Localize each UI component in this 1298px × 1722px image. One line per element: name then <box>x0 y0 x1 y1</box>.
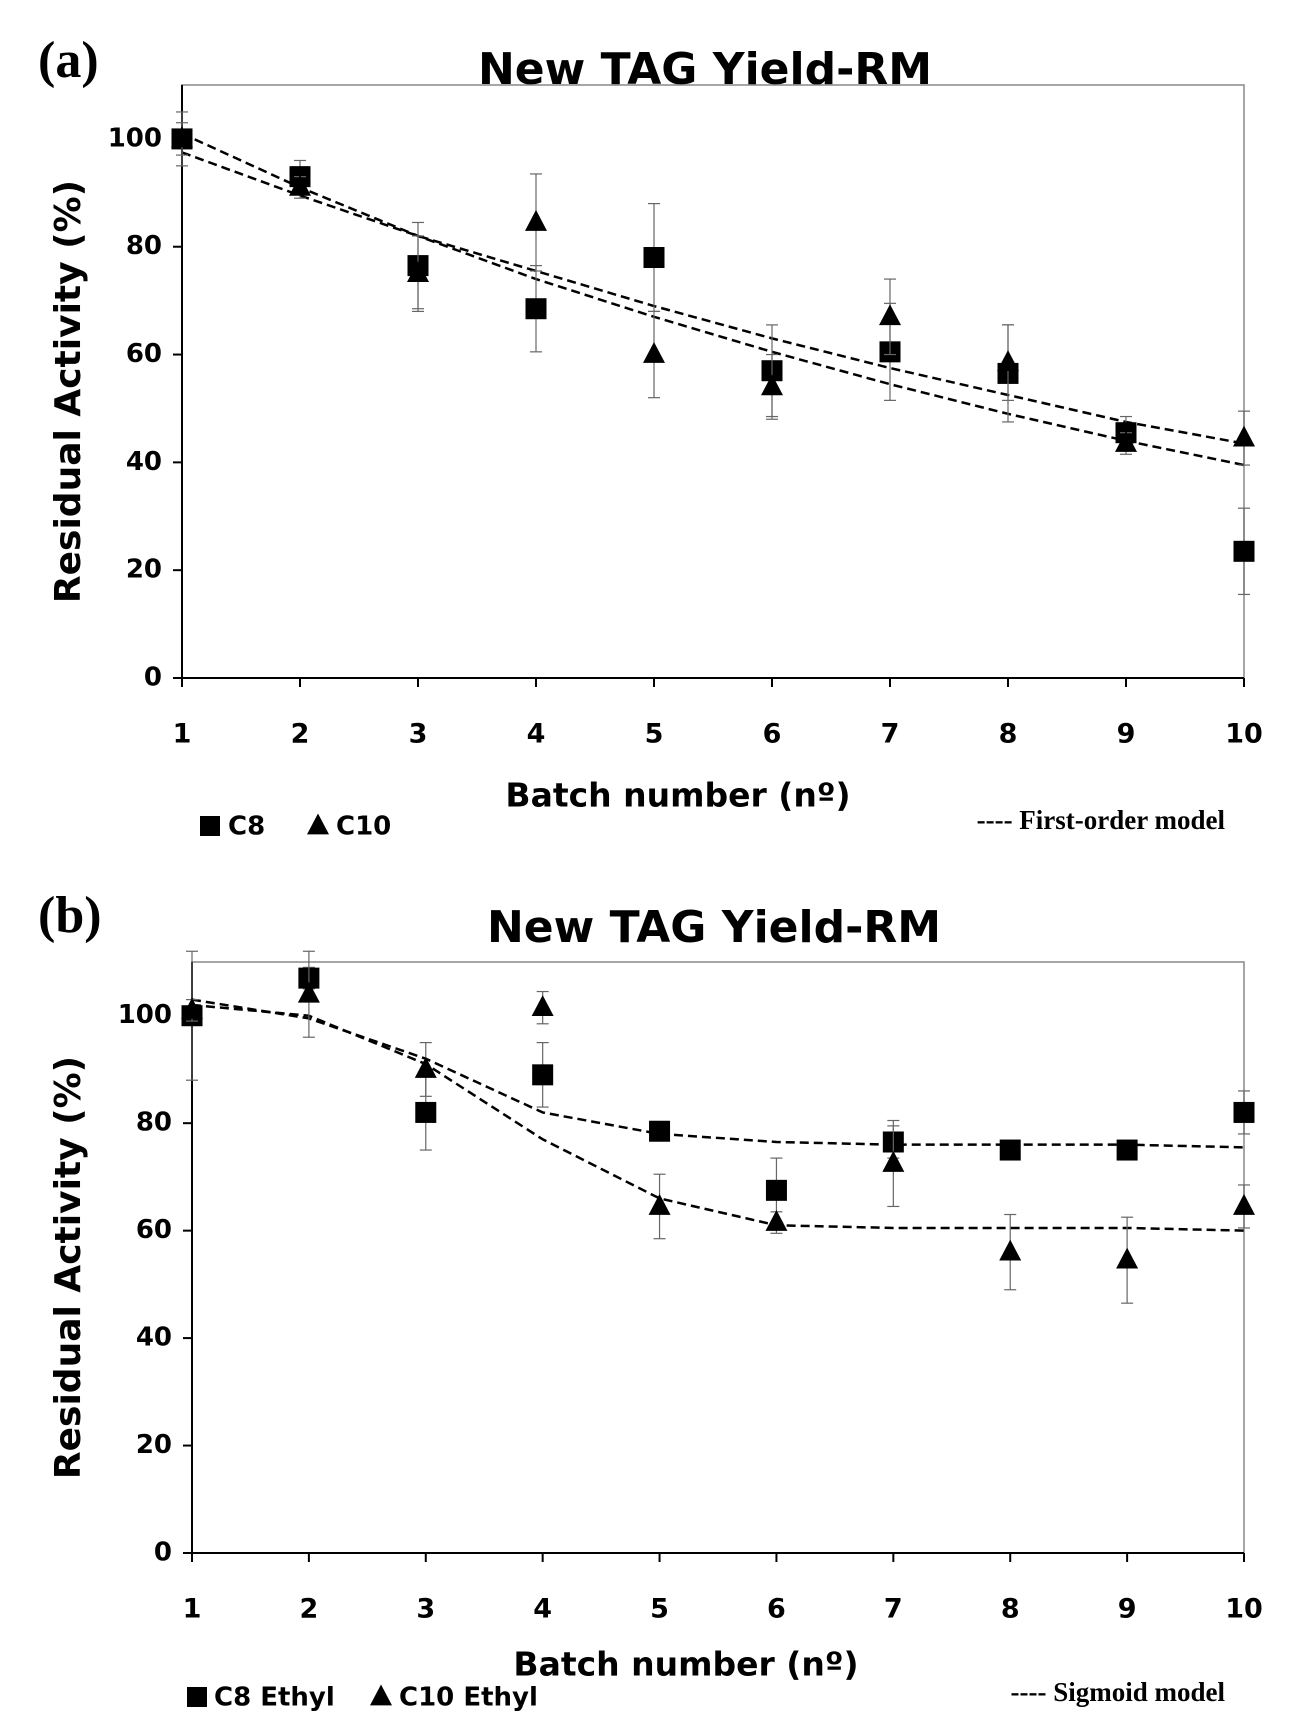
x-tick-label: 2 <box>299 1594 318 1625</box>
legend-square-marker <box>200 816 220 836</box>
y-tick-label: 0 <box>144 663 162 693</box>
legend-triangle-marker <box>307 813 329 835</box>
data-point-square <box>765 1179 787 1201</box>
model-fit-line-2 <box>191 1003 1245 1232</box>
data-point-triangle <box>414 1056 437 1078</box>
data-point-triangle <box>407 261 429 283</box>
data-point-triangle <box>648 1193 671 1215</box>
data-point-triangle <box>643 342 665 363</box>
plot-frame <box>181 84 1245 679</box>
x-tick-label: 6 <box>767 1594 786 1625</box>
data-point-triangle <box>181 997 203 1019</box>
x-tick-label: 1 <box>183 1594 202 1625</box>
x-tick-label: 3 <box>409 719 428 750</box>
data-point-triangle <box>1115 430 1137 452</box>
legend-square-marker <box>187 1687 207 1707</box>
y-tick-label: 60 <box>136 1215 172 1245</box>
data-point-triangle <box>1233 1193 1255 1215</box>
model-fit-line-1 <box>181 132 1245 467</box>
series-c10-ethyl <box>181 950 1255 1304</box>
y-tick-label: 100 <box>108 123 162 153</box>
x-tick-label: 9 <box>1118 1594 1137 1625</box>
series-c8-ethyl <box>181 950 1255 1224</box>
model-fit-line-2 <box>181 151 1245 445</box>
y-tick-label: 40 <box>136 1323 172 1353</box>
legend-label: C10 Ethyl <box>399 1683 538 1713</box>
y-tick-label: 80 <box>136 1108 172 1138</box>
x-tick-label: 4 <box>527 719 546 750</box>
data-point-triangle <box>525 209 547 231</box>
x-axis-label: Batch number (nº) <box>513 1645 858 1684</box>
y-tick-label: 60 <box>126 339 162 369</box>
data-point-triangle <box>1116 1247 1139 1269</box>
x-tick-label: 8 <box>999 719 1018 750</box>
legend-label: C8 Ethyl <box>214 1683 335 1713</box>
data-point-triangle <box>765 1210 788 1231</box>
data-point-triangle <box>289 174 311 196</box>
chart-panel-b: (b) New TAG Yield-RM 0 20 40 60 80 100 1 2 3 4 5 6 7 8 9… <box>38 887 1263 1713</box>
model-note: ---- First-order model <box>977 805 1226 835</box>
x-tick-label: 10 <box>1225 719 1263 750</box>
chart-title: New TAG Yield-RM <box>487 902 941 953</box>
data-point-triangle <box>297 981 320 1003</box>
data-point-square <box>415 1101 437 1123</box>
series-c10 <box>171 122 1255 466</box>
plot-frame <box>191 961 1245 1554</box>
model-note: ---- Sigmoid model <box>1011 1677 1226 1707</box>
data-point-triangle <box>171 126 193 148</box>
x-tick-label: 5 <box>645 719 664 750</box>
panel-label: (b) <box>38 887 102 944</box>
x-tick-label: 8 <box>1001 1594 1020 1625</box>
y-tick-label: 20 <box>126 555 162 585</box>
data-point-square <box>643 247 665 269</box>
x-tick-label: 1 <box>173 719 192 750</box>
data-point-triangle <box>879 304 901 326</box>
y-tick-label: 80 <box>126 231 162 261</box>
y-tick-label: 40 <box>126 447 162 477</box>
y-axis-label: Residual Activity (%) <box>48 180 89 603</box>
x-tick-label: 6 <box>763 719 782 750</box>
legend-label: C8 <box>228 812 265 842</box>
x-axis-label: Batch number (nº) <box>505 776 850 815</box>
data-point-square <box>525 298 547 320</box>
y-tick-label: 20 <box>136 1430 172 1460</box>
data-point-triangle <box>997 350 1019 371</box>
x-tick-label: 9 <box>1117 719 1136 750</box>
x-tick-label: 2 <box>291 719 310 750</box>
x-tick-label: 3 <box>416 1594 435 1625</box>
y-axis-label: Residual Activity (%) <box>48 1056 89 1479</box>
data-point-square <box>1233 540 1255 562</box>
data-point-square <box>649 1120 671 1142</box>
data-point-square <box>999 1139 1021 1161</box>
data-point-triangle <box>999 1239 1022 1261</box>
data-point-triangle <box>882 1150 905 1172</box>
data-point-square <box>1233 1101 1255 1123</box>
y-tick-label: 0 <box>154 1538 172 1568</box>
x-tick-label: 7 <box>881 719 900 750</box>
chart-panel-a: (a) New TAG Yield-RM 0 20 40 60 80 100 1 2 3 4 5 6 7 8 9… <box>38 32 1263 842</box>
model-fit-line-1 <box>191 998 1245 1149</box>
chart-title: New TAG Yield-RM <box>478 44 932 95</box>
legend-triangle-marker <box>370 1684 392 1706</box>
data-point-triangle <box>1233 425 1255 447</box>
data-point-square <box>532 1064 554 1086</box>
panel-label: (a) <box>38 32 99 89</box>
y-tick-label: 100 <box>118 1000 172 1030</box>
data-point-square <box>1116 1139 1138 1161</box>
x-tick-label: 5 <box>650 1594 669 1625</box>
x-tick-label: 4 <box>533 1594 552 1625</box>
data-point-triangle <box>761 374 783 396</box>
legend-label: C10 <box>336 812 391 842</box>
series-c8 <box>171 111 1255 596</box>
x-tick-label: 7 <box>884 1594 903 1625</box>
data-point-triangle <box>531 995 554 1017</box>
x-tick-label: 10 <box>1225 1594 1263 1625</box>
